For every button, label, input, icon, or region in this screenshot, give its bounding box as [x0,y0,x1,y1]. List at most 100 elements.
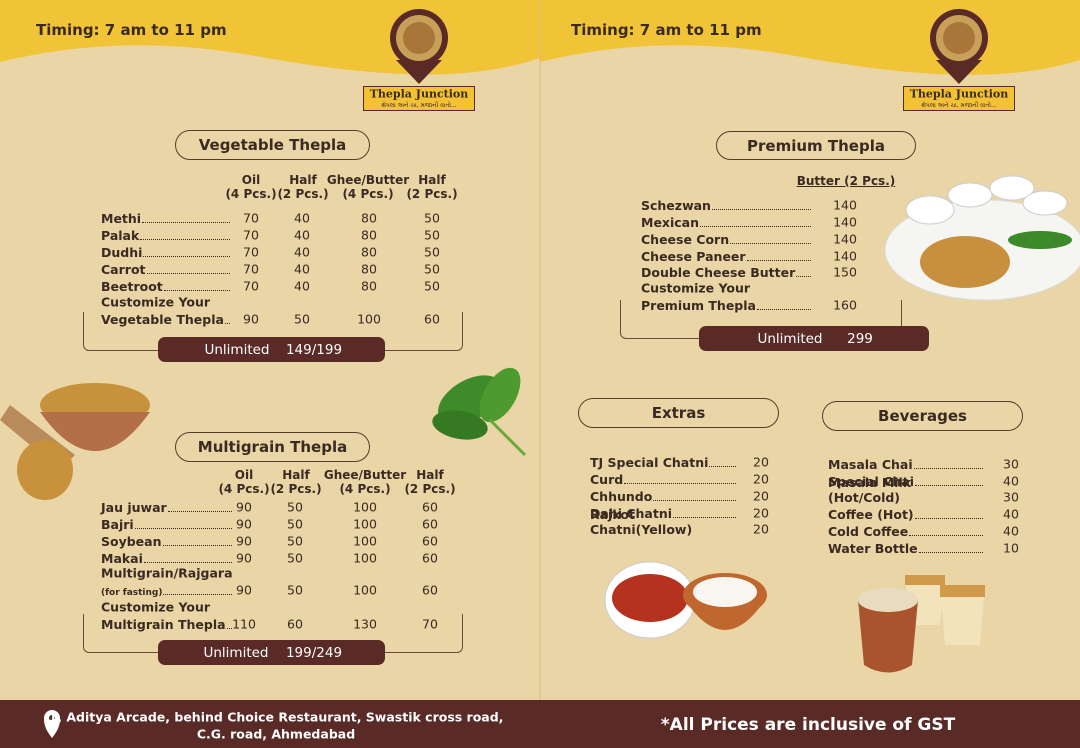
leader-dots [730,243,811,244]
timing: Timing: 7 am to 11 pm [571,21,762,39]
item-name: Curd [590,471,738,487]
price: 150 [833,264,857,280]
unlimited-bar [158,337,385,362]
logo-label [903,86,1015,111]
location-icon-dot [49,715,55,721]
item-name: Masala Chai [828,456,985,472]
unlimited-label: Unlimited [203,645,269,661]
price: 80 [361,210,377,226]
footer-bar [0,700,1080,748]
column-header: Half [289,173,317,187]
item-name: Bajri [101,516,234,532]
leader-dots [711,209,811,210]
section-title: Premium Thepla [716,131,916,160]
item-name: Makai [101,550,234,566]
column-header: Ghee/Butter [326,173,410,187]
price: 80 [361,227,377,243]
item-name: Customize Your [101,294,211,310]
leader-dots [143,562,232,563]
item-name: Coffee (Hot) [828,506,985,522]
leader-dots [143,256,230,257]
price: 20 [753,454,769,470]
price: 50 [424,261,440,277]
price: 60 [422,533,438,549]
item-name: Vegetable Thepla [101,311,232,327]
leader-dots [914,518,983,519]
logo-tagline: થેપલા અને ચા, મજાની વાતો... [921,102,997,109]
price: 140 [833,248,857,264]
item-name: Premium Thepla [641,297,813,313]
price: 30 [1003,489,1019,505]
column-header: (2 Pcs.) [270,482,322,496]
price: 60 [422,499,438,515]
item-name: Special Chai [828,473,985,489]
item-name-text: Cheese Corn [641,232,730,247]
column-header: (2 Pcs.) [406,187,458,201]
price: 10 [1003,540,1019,556]
leader-dots [915,485,983,486]
item-name: Multigrain Thepla [101,616,234,632]
price: 140 [833,231,857,247]
item-name: Cold Coffee [828,523,985,539]
price: 60 [422,582,438,598]
price: 60 [287,616,303,632]
price: 50 [424,278,440,294]
leader-dots [142,222,230,223]
price: 70 [243,244,259,260]
price: 100 [353,533,377,549]
item-name-text: Palak [101,228,140,243]
item-name: (for fasting) [101,582,234,598]
price: 50 [424,210,440,226]
section-title: Beverages [822,401,1023,431]
column-header: Half [416,468,444,482]
price: 90 [236,582,252,598]
leader-dots [224,323,230,324]
spinach-illustration [432,367,527,457]
leader-dots [756,309,811,310]
price: 130 [353,616,377,632]
price: 100 [353,499,377,515]
price: 80 [361,278,377,294]
price: 90 [236,550,252,566]
unlimited-bar [158,640,385,665]
item-name-text: Methi [101,211,142,226]
chutney-illustration [604,561,767,639]
item-name-text: Chhundo [590,489,653,504]
column-header: Half [282,468,310,482]
leader-dots [140,239,230,240]
grain-bowl-illustration [0,383,150,500]
item-name: TJ Special Chatni [590,454,738,470]
unlimited-label: Unlimited [757,331,823,347]
item-name: Rajkot Chatni(Yellow) [590,507,738,537]
price: 140 [833,214,857,230]
column-header: (4 Pcs.) [218,482,270,496]
leader-dots [624,483,736,484]
item-name-text: (for fasting) [101,588,163,598]
price: 70 [243,278,259,294]
item-name: Masala Milk (Hot/Cold) [828,475,985,505]
leader-dots [700,226,811,227]
item-name-text: Cheese Paneer [641,249,746,264]
item-name-text: Double Cheese Butter [641,265,796,280]
price: 100 [353,582,377,598]
logo-label [363,86,475,111]
item-name: Beetroot [101,278,232,294]
section-title: Extras [578,398,779,428]
item-name-text: Multigrain Thepla [101,617,226,632]
price: 40 [294,210,310,226]
price: 50 [424,244,440,260]
leader-dots [918,552,983,553]
item-name-text: Jau juwar [101,500,167,515]
item-name: Schezwan [641,197,813,213]
price: 40 [1003,473,1019,489]
item-name-text: Vegetable Thepla [101,312,224,327]
leader-dots [909,535,983,536]
item-name-text: Carrot [101,262,146,277]
price: 50 [287,499,303,515]
price: 20 [753,471,769,487]
item-name-text: Schezwan [641,198,711,213]
price: 40 [294,227,310,243]
item-name: Chhundo [590,488,738,504]
leader-dots [162,545,232,546]
